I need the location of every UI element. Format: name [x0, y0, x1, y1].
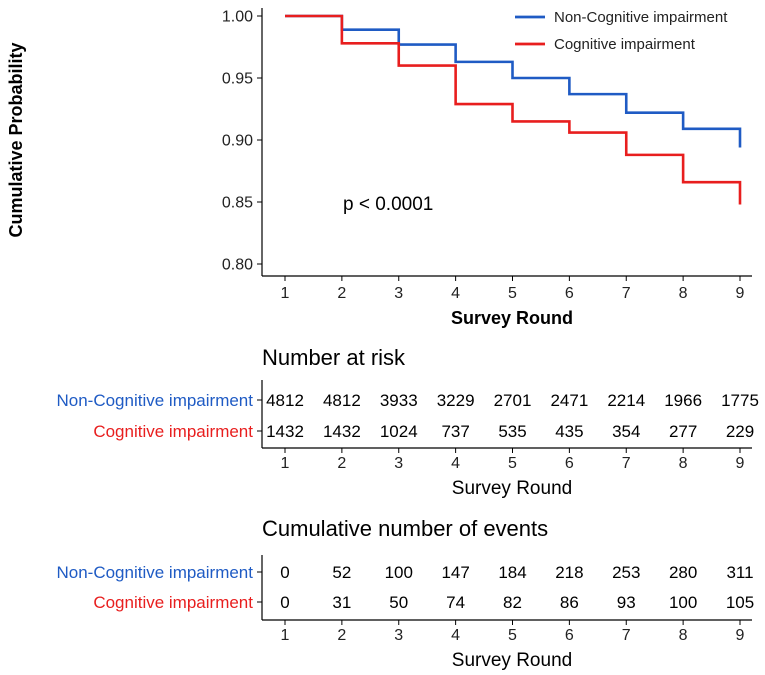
table-cell: 1024 [380, 422, 418, 441]
table-cell: 100 [385, 563, 413, 582]
table-x-tick-label: 2 [337, 455, 346, 472]
table-row-label: Cognitive impairment [93, 593, 253, 612]
legend-label: Non-Cognitive impairment [554, 9, 728, 26]
x-tick-label: 2 [337, 285, 346, 302]
y-tick-label: 0.95 [222, 71, 253, 88]
table-x-axis-title: Survey Round [452, 478, 572, 499]
table-x-tick-label: 3 [394, 627, 403, 644]
table-x-tick-label: 7 [622, 627, 631, 644]
table-row-label: Cognitive impairment [93, 422, 253, 441]
table-cell: 2701 [494, 391, 532, 410]
table-cell: 1432 [266, 422, 304, 441]
table-x-tick-label: 7 [622, 455, 631, 472]
table-x-tick-label: 4 [451, 455, 460, 472]
table-cell: 105 [726, 593, 754, 612]
table-cell: 535 [498, 422, 526, 441]
table-cell: 100 [669, 593, 697, 612]
table-x-tick-label: 1 [281, 627, 290, 644]
table-cell: 93 [617, 593, 636, 612]
y-axis-title: Cumulative Probability [6, 42, 26, 237]
table-cell: 1966 [664, 391, 702, 410]
table-cell: 2471 [550, 391, 588, 410]
table-x-tick-label: 5 [508, 627, 517, 644]
table-cell: 3933 [380, 391, 418, 410]
x-tick-label: 5 [508, 285, 517, 302]
table-cell: 253 [612, 563, 640, 582]
legend-label: Cognitive impairment [554, 36, 696, 53]
x-tick-label: 6 [565, 285, 574, 302]
x-tick-label: 4 [451, 285, 460, 302]
table-cell: 52 [332, 563, 351, 582]
table-cell: 1432 [323, 422, 361, 441]
x-tick-label: 8 [679, 285, 688, 302]
table-title: Cumulative number of events [262, 516, 548, 541]
table-cell: 2214 [607, 391, 645, 410]
table-cell: 82 [503, 593, 522, 612]
x-tick-label: 3 [394, 285, 403, 302]
table-x-tick-label: 6 [565, 455, 574, 472]
table-cell: 277 [669, 422, 697, 441]
table-cell: 218 [555, 563, 583, 582]
table-x-tick-label: 3 [394, 455, 403, 472]
table-x-tick-label: 9 [736, 627, 745, 644]
table-x-axis-title: Survey Round [452, 650, 572, 671]
x-axis-title: Survey Round [451, 308, 573, 328]
table-row-label: Non-Cognitive impairment [56, 563, 253, 582]
x-tick-label: 1 [281, 285, 290, 302]
table-cell: 311 [726, 563, 753, 582]
table-x-tick-label: 9 [736, 455, 745, 472]
table-cell: 280 [669, 563, 697, 582]
y-tick-label: 0.90 [222, 133, 253, 150]
y-tick-label: 0.85 [222, 195, 253, 212]
table-cell: 3229 [437, 391, 475, 410]
x-tick-label: 9 [736, 285, 745, 302]
table-x-tick-label: 5 [508, 455, 517, 472]
table-cell: 74 [446, 593, 465, 612]
p-value-annotation: p < 0.0001 [343, 194, 433, 215]
series-line-non-cognitive [285, 14, 742, 148]
table-cell: 31 [332, 593, 351, 612]
series-line-cognitive [285, 14, 742, 205]
table-cell: 4812 [323, 391, 361, 410]
table-cell: 435 [555, 422, 583, 441]
table-cell: 86 [560, 593, 579, 612]
table-cell: 4812 [266, 391, 304, 410]
table-cell: 737 [441, 422, 469, 441]
x-tick-label: 7 [622, 285, 631, 302]
table-cell: 354 [612, 422, 640, 441]
table-cell: 229 [726, 422, 754, 441]
table-x-tick-label: 8 [679, 627, 688, 644]
table-cell: 147 [441, 563, 469, 582]
table-x-tick-label: 8 [679, 455, 688, 472]
table-x-tick-label: 6 [565, 627, 574, 644]
table-cell: 0 [280, 563, 289, 582]
y-tick-label: 0.80 [222, 257, 253, 274]
table-x-tick-label: 2 [337, 627, 346, 644]
table-x-tick-label: 1 [281, 455, 290, 472]
table-title: Number at risk [262, 345, 406, 370]
table-cell: 184 [498, 563, 526, 582]
table-cell: 0 [280, 593, 289, 612]
table-cell: 50 [389, 593, 408, 612]
table-row-label: Non-Cognitive impairment [56, 391, 253, 410]
y-tick-label: 1.00 [222, 9, 253, 26]
table-cell: 1775 [721, 391, 759, 410]
table-x-tick-label: 4 [451, 627, 460, 644]
